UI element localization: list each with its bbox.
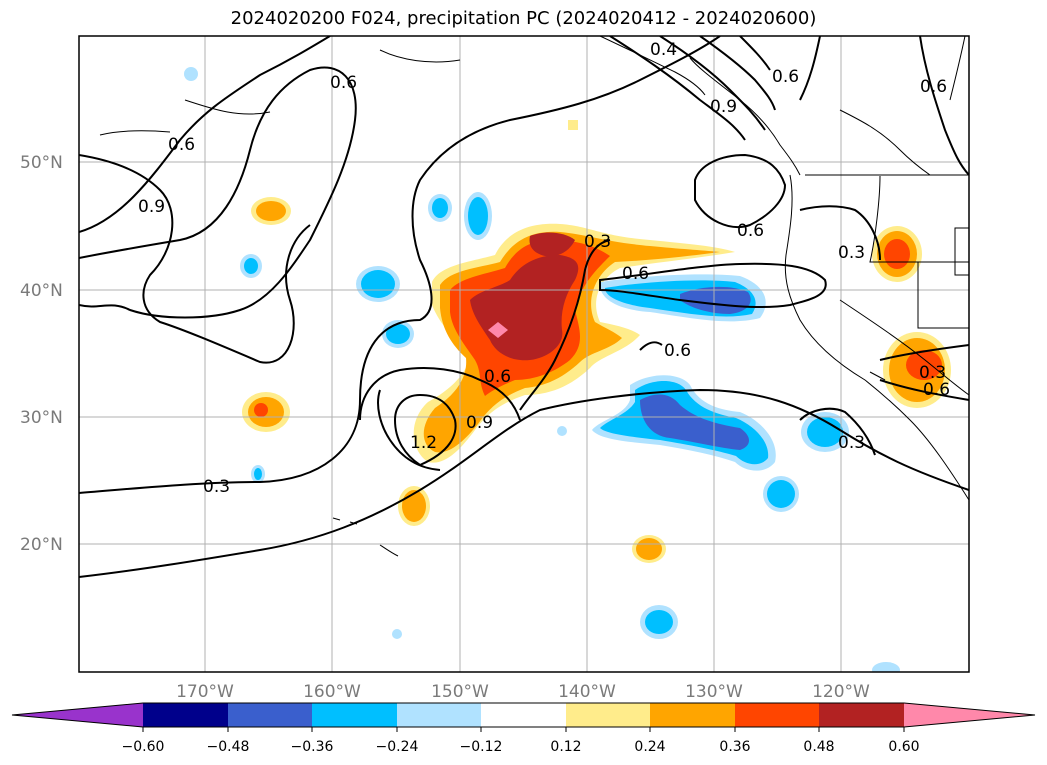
colorbar-tick-label: 0.48 [803,739,834,755]
lon-label: 170°W [176,682,234,702]
contour-label: 0.6 [622,264,649,284]
colorbar-segment [143,703,228,727]
contour-label: 0.6 [737,221,764,241]
positive-anomaly-main [413,223,735,463]
graticule [79,36,969,672]
colorbar-tick-label: −0.36 [291,739,334,755]
colorbar-over-arrow [904,703,1035,727]
colorbar: −0.60 −0.48 −0.36 −0.24 −0.12 0.12 0.24 … [11,702,1036,755]
contour-label: 0.6 [772,67,799,87]
positive-anomaly-small [242,120,951,563]
colorbar-tick-label: −0.60 [122,739,165,755]
colorbar-tick-label: −0.48 [207,739,250,755]
colorbar-segment [650,703,735,727]
contour-label: 0.6 [484,367,511,387]
map-title: 2024020200 F024, precipitation PC (20240… [230,8,817,29]
map-frame [78,35,970,673]
colorbar-segment [819,703,904,727]
contour-label-group: 0.6 0.6 0.9 0.3 0.6 0.3 0.6 0.6 0.3 0.6 … [138,40,950,497]
colorbar-segment [735,703,819,727]
colorbar-tick-label: 0.24 [634,739,665,755]
contour-label: 0.4 [650,40,677,60]
contour-label: 0.3 [838,433,865,453]
lon-label: 150°W [431,682,489,702]
lon-label: 130°W [685,682,743,702]
colorbar-segment [397,703,481,727]
colorbar-under-arrow [12,703,143,727]
contour-label: 1.2 [410,433,437,453]
contour-label: 0.3 [584,232,611,252]
lon-label: 160°W [303,682,361,702]
contour-label: 0.3 [838,243,865,263]
contour-lines [79,36,969,578]
contour-label: 0.6 [168,135,195,155]
colorbar-segment [312,703,397,727]
negative-anomaly [184,67,900,672]
coastline [99,36,969,557]
colorbar-segment [228,703,312,727]
contour-label: 0.9 [138,197,165,217]
colorbar-tick-label: −0.12 [460,739,503,755]
lat-label: 20°N [20,535,63,555]
lat-label: 40°N [20,281,63,301]
contour-label: 0.9 [466,413,493,433]
contour-label: 0.9 [710,97,737,117]
longitude-labels: 170°W 160°W 150°W 140°W 130°W 120°W [176,682,870,702]
latitude-labels: 50°N 40°N 30°N 20°N [20,153,63,555]
contour-label: 0.3 [919,363,946,383]
lat-label: 30°N [20,408,63,428]
lon-label: 140°W [558,682,616,702]
colorbar-ticks [142,727,905,732]
colorbar-segment [566,703,650,727]
lon-label: 120°W [812,682,870,702]
colorbar-tick-label: −0.24 [376,739,419,755]
contour-label: 0.3 [203,477,230,497]
colorbar-tick-label: 0.60 [888,739,919,755]
contour-label: 0.6 [330,73,357,93]
contour-label: 0.6 [664,341,691,361]
colorbar-segment [481,703,566,727]
colorbar-tick-label: 0.12 [550,739,581,755]
lat-label: 50°N [20,153,63,173]
contour-label: 0.6 [920,77,947,97]
colorbar-tick-label: 0.36 [719,739,750,755]
contour-label: 0.6 [923,380,950,400]
